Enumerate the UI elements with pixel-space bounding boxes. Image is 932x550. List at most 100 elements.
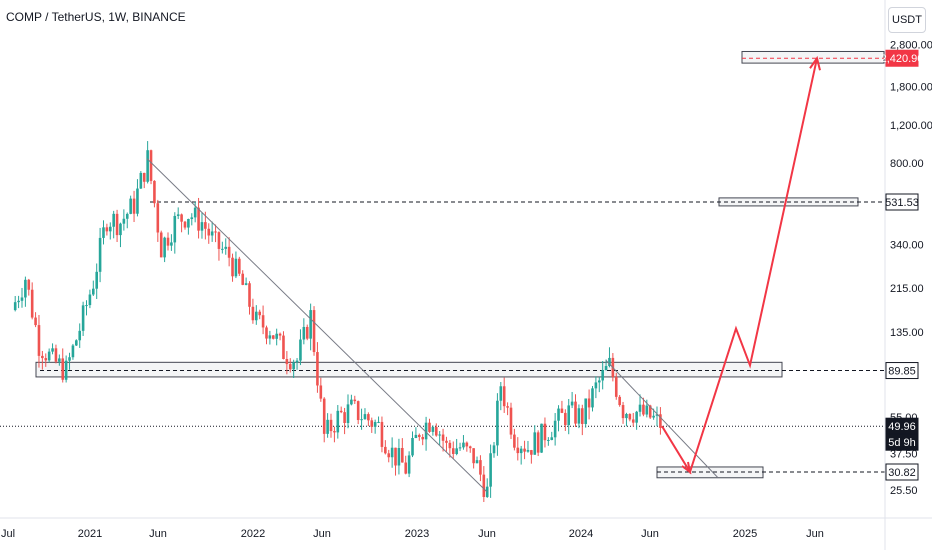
- candle-down: [278, 333, 282, 336]
- candle-down: [166, 237, 170, 246]
- candle-down: [468, 446, 472, 449]
- x-tick-label: Jun: [806, 528, 824, 540]
- candle-up: [547, 439, 550, 441]
- candle-down: [333, 431, 336, 433]
- candle-up: [200, 222, 204, 231]
- candle-down: [54, 348, 58, 362]
- candle-down: [180, 214, 183, 222]
- price-badge-label: 5d 9h: [888, 437, 916, 449]
- candle-up: [136, 188, 139, 214]
- candle-down: [356, 401, 360, 421]
- candle-down: [159, 232, 163, 258]
- candle-up: [68, 357, 71, 361]
- candle-up: [295, 360, 299, 363]
- candle-up: [309, 310, 312, 339]
- candle-down: [319, 385, 323, 399]
- candle-down: [353, 399, 357, 402]
- candle-down: [428, 422, 431, 432]
- x-tick-label: 2023: [405, 528, 429, 540]
- target-zone: [741, 50, 885, 64]
- candle-up: [567, 405, 571, 426]
- candle-down: [621, 405, 625, 419]
- candle-up: [268, 335, 272, 339]
- candle-down: [434, 427, 438, 436]
- candle-up: [302, 326, 306, 340]
- candle-down: [238, 258, 241, 274]
- candle-up: [81, 305, 85, 331]
- candle-down: [380, 421, 384, 447]
- candle-up: [499, 386, 503, 401]
- candle-down: [387, 453, 391, 458]
- candle-up: [275, 333, 278, 339]
- candle-up: [533, 432, 537, 455]
- candle-down: [44, 358, 48, 361]
- candle-up: [13, 302, 17, 311]
- candle-down: [316, 352, 319, 386]
- candle-up: [584, 398, 587, 424]
- candle-up: [108, 226, 112, 232]
- candle-up: [326, 419, 329, 434]
- candle-down: [285, 359, 289, 365]
- candle-up: [122, 218, 126, 224]
- candle-up: [496, 400, 499, 446]
- candle-up: [594, 382, 598, 389]
- candle-down: [197, 207, 200, 231]
- candle-up: [129, 198, 132, 214]
- candle-down: [261, 315, 265, 328]
- candle-down: [305, 326, 309, 339]
- candle-up: [92, 288, 95, 295]
- candle-up: [350, 399, 353, 405]
- candle-down: [543, 423, 547, 441]
- candle-up: [224, 246, 228, 249]
- candle-up: [462, 442, 465, 448]
- candle-up: [78, 330, 82, 341]
- price-badge-label: 2,420.90: [881, 53, 924, 65]
- candle-down: [231, 257, 234, 277]
- candle-up: [85, 305, 88, 307]
- candle-up: [125, 213, 129, 219]
- candle-up: [424, 422, 428, 440]
- candle-up: [591, 388, 594, 408]
- candle-down: [659, 414, 662, 428]
- candle-down: [214, 231, 217, 233]
- candle-up: [163, 237, 166, 258]
- candle-down: [343, 412, 346, 423]
- candle-down: [339, 410, 343, 413]
- price-badge: [885, 49, 919, 67]
- x-tick-label: Jul: [1, 528, 15, 540]
- downtrend-line-2: [605, 360, 719, 479]
- x-tick-label: Jun: [641, 528, 659, 540]
- candle-down: [142, 172, 146, 182]
- candle-down: [631, 419, 635, 423]
- candle-up: [638, 404, 642, 412]
- candle-up: [557, 408, 560, 421]
- candle-up: [292, 362, 295, 370]
- candle-down: [587, 398, 591, 408]
- y-tick-label: 2,800.00: [890, 39, 932, 51]
- candle-up: [411, 437, 414, 456]
- candle-down: [288, 364, 292, 370]
- y-tick-label: 1,200.00: [890, 120, 932, 132]
- currency-button[interactable]: USDT: [888, 7, 926, 33]
- zones-layer: [35, 50, 885, 479]
- candle-down: [628, 413, 632, 420]
- candle-up: [407, 455, 411, 474]
- candle-down: [271, 335, 275, 339]
- candle-up: [336, 410, 340, 433]
- candle-down: [153, 180, 156, 204]
- candle-up: [597, 380, 601, 383]
- candle-up: [492, 445, 496, 454]
- candle-up: [112, 213, 115, 227]
- candle-down: [207, 228, 211, 236]
- candle-down: [418, 434, 421, 438]
- candle-up: [170, 242, 173, 246]
- candle-down: [367, 414, 370, 421]
- candle-up: [414, 434, 418, 438]
- candle-down: [618, 396, 621, 406]
- candle-up: [95, 271, 98, 289]
- candle-down: [329, 419, 333, 432]
- candle-down: [248, 283, 251, 307]
- x-tick-label: Jun: [149, 528, 167, 540]
